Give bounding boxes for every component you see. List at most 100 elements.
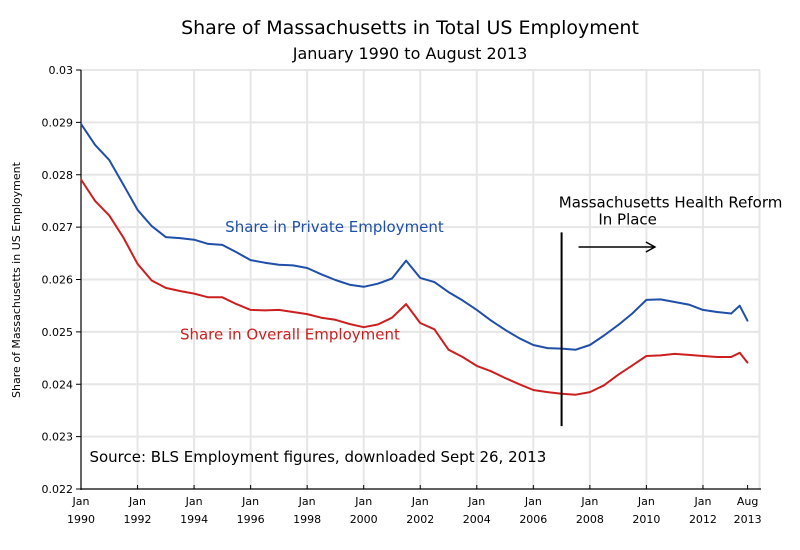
x-tick-label-year: 2006 <box>519 513 547 526</box>
x-tick-label-month: Jan <box>128 495 146 508</box>
annotations: Share in Private Employment Share in Over… <box>89 194 782 466</box>
data-point <box>738 352 741 354</box>
data-point <box>504 328 506 331</box>
data-point <box>207 243 210 245</box>
data-point <box>249 309 252 311</box>
x-tick-label-year: 2002 <box>406 513 434 526</box>
data-point <box>150 225 153 227</box>
data-point <box>518 383 520 386</box>
data-point <box>631 312 634 315</box>
data-point <box>589 391 591 393</box>
data-point <box>122 183 125 186</box>
data-point <box>320 273 323 276</box>
data-point <box>391 277 393 280</box>
data-point <box>419 322 422 324</box>
series-lines <box>80 123 749 396</box>
data-point <box>631 364 634 367</box>
data-point <box>377 282 379 285</box>
x-tick-label-month: Aug <box>737 495 758 508</box>
data-point <box>433 281 436 283</box>
x-tick-label-year: 1992 <box>124 513 152 526</box>
data-point <box>221 296 224 299</box>
y-tick-label: 0.022 <box>42 483 74 496</box>
data-point <box>447 348 450 351</box>
data-point <box>377 323 379 326</box>
data-point <box>165 236 167 238</box>
chart-subtitle: January 1990 to August 2013 <box>292 44 528 63</box>
x-tick-label-month: Jan <box>241 495 259 508</box>
data-point <box>688 354 690 356</box>
data-point <box>249 259 252 261</box>
data-point <box>94 144 96 146</box>
data-point <box>659 298 662 301</box>
x-tick-label-year: 1998 <box>293 513 321 526</box>
data-point <box>150 279 153 282</box>
x-tick-label-month: Jan <box>354 495 372 508</box>
data-point <box>702 309 704 311</box>
data-point <box>659 354 662 357</box>
data-point <box>574 348 577 351</box>
data-point <box>447 291 450 293</box>
data-point <box>207 296 210 299</box>
data-point <box>193 238 195 241</box>
data-point <box>730 312 733 315</box>
data-point <box>688 303 690 306</box>
data-point <box>136 262 139 265</box>
label-in-place: In Place <box>598 211 657 229</box>
x-tick-label-year: 1996 <box>237 513 265 526</box>
data-point <box>673 353 676 355</box>
data-point <box>108 159 111 161</box>
data-point <box>362 326 365 328</box>
x-tick-label-year: 2004 <box>463 513 491 526</box>
data-point <box>716 356 718 358</box>
x-tick-label-month: Jan <box>524 495 542 508</box>
x-tick-label-month: Jan <box>185 495 203 508</box>
data-point <box>391 316 393 319</box>
gridlines <box>81 69 761 489</box>
data-point <box>221 244 224 246</box>
y-tick-label: 0.023 <box>42 431 74 444</box>
x-tick-label-year: 2000 <box>350 513 378 526</box>
data-point <box>746 320 749 322</box>
data-point <box>738 304 741 307</box>
label-private-employment: Share in Private Employment <box>225 218 444 236</box>
label-overall-employment: Share in Overall Employment <box>180 326 400 344</box>
data-point <box>603 334 605 337</box>
x-tick-label-month: Jan <box>467 495 485 508</box>
data-point <box>617 374 619 376</box>
x-tick-label-year: 2013 <box>734 513 762 526</box>
x-tick-label-year: 1990 <box>67 513 95 526</box>
x-tick-label-month: Jan <box>298 495 316 508</box>
data-point <box>475 309 478 311</box>
data-point <box>673 301 676 303</box>
data-point <box>263 261 266 264</box>
data-point <box>504 377 506 379</box>
data-point <box>518 337 520 339</box>
data-point <box>532 344 535 346</box>
data-point <box>122 236 125 239</box>
data-point <box>348 323 351 325</box>
data-point <box>278 309 280 311</box>
data-point <box>546 391 549 393</box>
x-tick-label-month: Jan <box>580 495 598 508</box>
data-point <box>362 286 365 288</box>
data-point <box>405 303 407 305</box>
y-tick-label: 0.028 <box>42 169 74 182</box>
data-point <box>716 311 718 313</box>
y-tick-label: 0.029 <box>42 116 74 129</box>
y-tick-label: 0.025 <box>42 326 74 339</box>
data-point <box>179 290 181 292</box>
data-point <box>235 251 238 254</box>
x-tick-label-month: Jan <box>72 495 90 508</box>
data-point <box>461 299 464 302</box>
source-note: Source: BLS Employment figures, download… <box>89 448 546 466</box>
data-point <box>80 123 82 125</box>
data-point <box>645 299 648 301</box>
x-tick-label-year: 2012 <box>689 513 717 526</box>
y-ticks: 0.022 0.023 0.024 0.025 0.026 0.027 0.028 0.029… <box>42 64 81 496</box>
x-tick-label-year: 2008 <box>576 513 604 526</box>
data-point <box>320 316 323 319</box>
x-tick-label-month: Jan <box>637 495 655 508</box>
data-point <box>235 303 238 305</box>
